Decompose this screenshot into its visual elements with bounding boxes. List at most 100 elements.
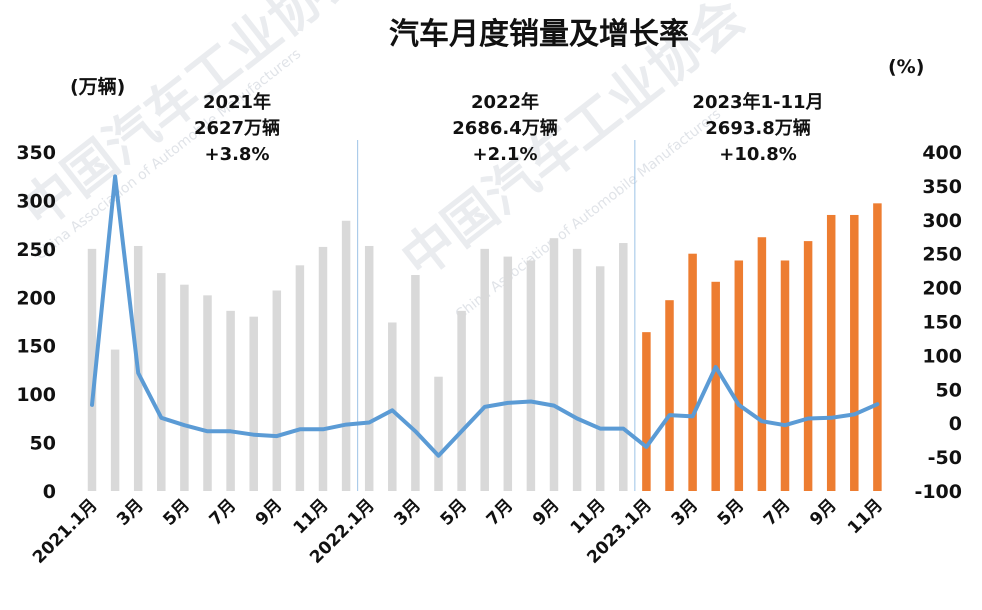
- growth-point: [368, 422, 370, 424]
- bar-series: [87, 203, 882, 492]
- growth-point: [761, 420, 763, 422]
- left-axis-tick-label: 200: [16, 287, 56, 309]
- sales-bar: [87, 248, 97, 491]
- right-axis-tick-label: -50: [928, 447, 962, 469]
- right-axis-unit: (%): [888, 56, 924, 78]
- chart-title: 汽车月度销量及增长率: [389, 17, 689, 52]
- left-axis-tick-label: 0: [43, 481, 56, 503]
- growth-point: [784, 424, 786, 426]
- period-annotation-line: +10.8%: [719, 144, 797, 165]
- right-axis-tick-label: 50: [936, 379, 962, 401]
- x-axis-tick-label: 9月: [806, 495, 841, 530]
- growth-point: [183, 424, 185, 426]
- x-axis-tick-label: 5月: [159, 495, 194, 530]
- x-axis-tick-label: 3月: [668, 495, 703, 530]
- left-axis: 0 50 100 150 200 250 300 350: [16, 142, 56, 503]
- sales-bar: [434, 376, 443, 491]
- x-axis-tick-label: 3月: [113, 495, 148, 530]
- x-axis-tick-label: 5月: [714, 495, 749, 530]
- sales-bar: [388, 322, 397, 491]
- growth-point: [322, 428, 324, 430]
- growth-point: [576, 417, 578, 419]
- left-axis-tick-label: 300: [16, 190, 56, 212]
- sales-bar: [595, 266, 605, 491]
- sales-bar: [318, 246, 328, 491]
- growth-point: [299, 428, 301, 430]
- growth-point: [830, 417, 832, 419]
- growth-point: [137, 372, 139, 374]
- x-axis-tick-label: 9月: [529, 495, 564, 530]
- growth-point: [230, 430, 232, 432]
- growth-point: [807, 417, 809, 419]
- growth-point: [530, 401, 532, 403]
- x-axis-tick-label: 7月: [483, 495, 518, 530]
- growth-point: [276, 435, 278, 437]
- period-annotations: 2021年 2627万辆 +3.8% 2022年 2686.4万辆 +2.1% 2023年1…: [194, 91, 824, 165]
- growth-point: [345, 424, 347, 426]
- growth-point: [484, 406, 486, 408]
- right-axis-tick-label: 250: [922, 244, 962, 266]
- period-annotation-line: 2021年: [203, 91, 271, 113]
- growth-point: [507, 402, 509, 404]
- left-axis-unit: (万辆): [70, 75, 125, 98]
- sales-bar: [642, 332, 651, 491]
- sales-bar: [157, 273, 166, 491]
- right-axis-tick-label: 350: [922, 176, 962, 198]
- sales-bar: [549, 238, 559, 491]
- growth-point: [553, 405, 555, 407]
- sales-bar: [619, 243, 628, 491]
- left-axis-tick-label: 50: [30, 433, 56, 455]
- growth-point: [160, 417, 162, 419]
- sales-bar: [457, 310, 466, 491]
- sales-bar: [826, 214, 836, 491]
- growth-point: [853, 413, 855, 415]
- right-axis-tick-label: 0: [949, 413, 962, 435]
- growth-point: [599, 428, 601, 430]
- growth-point: [438, 455, 439, 457]
- sales-bar: [850, 214, 859, 491]
- growth-point: [876, 403, 878, 405]
- sales-bar: [295, 265, 305, 491]
- x-axis-tick-label: 11月: [290, 495, 333, 538]
- sales-bar: [734, 260, 744, 491]
- right-axis: -100 -50 0 50 100 150 200 250 300 350 400: [914, 142, 962, 503]
- right-axis-tick-label: 150: [922, 312, 962, 334]
- sales-bar: [526, 260, 536, 491]
- right-axis-tick-label: -100: [914, 481, 962, 503]
- left-axis-tick-label: 250: [16, 239, 56, 261]
- sales-bar: [711, 281, 720, 491]
- sales-bar: [480, 248, 489, 491]
- sales-bar: [364, 245, 374, 491]
- left-axis-tick-label: 100: [16, 384, 56, 406]
- growth-point: [692, 415, 694, 417]
- growth-point: [669, 414, 670, 416]
- period-annotation-line: 2686.4万辆: [452, 117, 557, 139]
- growth-point: [645, 446, 647, 448]
- right-axis-tick-label: 100: [922, 345, 962, 367]
- right-axis-tick-label: 200: [922, 278, 962, 300]
- growth-point: [91, 404, 93, 406]
- growth-point: [114, 175, 116, 177]
- sales-bar: [503, 256, 513, 491]
- sales-bar: [226, 310, 235, 491]
- sales-bar: [873, 203, 882, 491]
- period-annotation-line: 2022年: [471, 91, 539, 113]
- growth-point: [461, 430, 463, 432]
- sales-bar: [665, 300, 674, 491]
- sales-bar: [203, 295, 212, 491]
- period-annotation-line: +2.1%: [472, 144, 537, 165]
- x-axis-tick-label: 11月: [844, 495, 887, 538]
- left-axis-tick-label: 350: [16, 142, 56, 164]
- sales-bar: [572, 248, 582, 491]
- period-annotation-line: +3.8%: [204, 144, 269, 165]
- right-axis-tick-label: 400: [922, 142, 962, 164]
- sales-bar: [780, 260, 790, 491]
- period-annotation-line: 2693.8万辆: [705, 117, 810, 139]
- sales-bar: [180, 284, 189, 491]
- sales-bar: [249, 316, 258, 491]
- x-axis-tick-label: 5月: [437, 495, 472, 530]
- sales-bar: [803, 241, 813, 491]
- x-axis-tick-label: 3月: [390, 495, 425, 530]
